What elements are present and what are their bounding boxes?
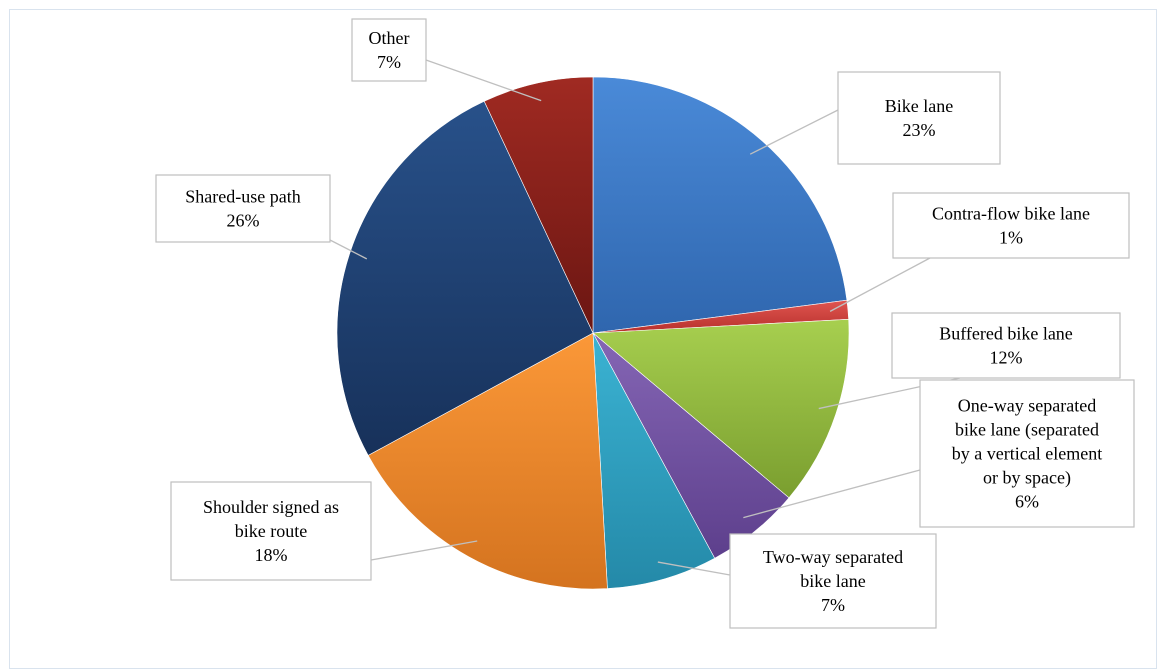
label-box-6 xyxy=(155,174,331,243)
label-box-2 xyxy=(891,312,1121,379)
slice-percent-label: 1% xyxy=(999,228,1023,248)
slice-percent-label: 26% xyxy=(227,211,260,231)
leader-line-7 xyxy=(425,59,542,102)
leader-line-3 xyxy=(743,469,921,519)
slice-label-text: Other xyxy=(369,28,410,48)
pie-slice-4 xyxy=(592,332,716,589)
slice-percent-label: 7% xyxy=(821,595,845,615)
label-box-0 xyxy=(837,71,1001,165)
pie-slice-5 xyxy=(367,332,608,590)
slice-label-text: bike lane (separated xyxy=(955,420,1099,441)
label-box-1 xyxy=(892,192,1130,259)
pie-slice-6 xyxy=(336,100,594,456)
slice-percent-label: 7% xyxy=(377,52,401,72)
pie-slice-2 xyxy=(592,319,850,499)
label-box-4 xyxy=(729,533,937,629)
slice-label-text: or by space) xyxy=(983,468,1071,489)
pie-slice-0 xyxy=(592,76,848,334)
slice-percent-label: 18% xyxy=(255,545,288,565)
slice-label-text: by a vertical element xyxy=(952,444,1102,464)
slice-labels: Bike lane 23% Contra-flow bike lane 1% Buffe… xyxy=(155,18,1135,629)
label-box-3 xyxy=(919,379,1135,528)
slice-percent-label: 6% xyxy=(1015,492,1039,512)
slice-label-text: Shoulder signed as xyxy=(203,497,339,517)
slice-label-text: Bike lane xyxy=(885,96,953,116)
slice-percent-label: 12% xyxy=(990,348,1023,368)
slice-label-text: Two-way separated xyxy=(763,547,903,567)
slice-label-text: bike lane xyxy=(800,571,865,591)
pie-slice-7 xyxy=(483,76,594,334)
slice-label-text: Contra-flow bike lane xyxy=(932,204,1090,224)
leader-line-6 xyxy=(329,239,368,260)
slice-percent-label: 23% xyxy=(903,120,936,140)
slice-label-text: Shared-use path xyxy=(185,187,300,207)
slice-label-text: Buffered bike lane xyxy=(939,324,1073,344)
pie-slices xyxy=(336,76,850,590)
slice-label-text: One-way separated xyxy=(958,396,1096,416)
leader-line-0 xyxy=(749,109,839,155)
leader-line-5 xyxy=(370,540,478,561)
leader-line-4 xyxy=(657,561,731,576)
label-box-7 xyxy=(351,18,427,82)
label-box-5 xyxy=(170,481,372,581)
leader-line-1 xyxy=(829,257,931,312)
slice-label-text: bike route xyxy=(235,521,307,541)
